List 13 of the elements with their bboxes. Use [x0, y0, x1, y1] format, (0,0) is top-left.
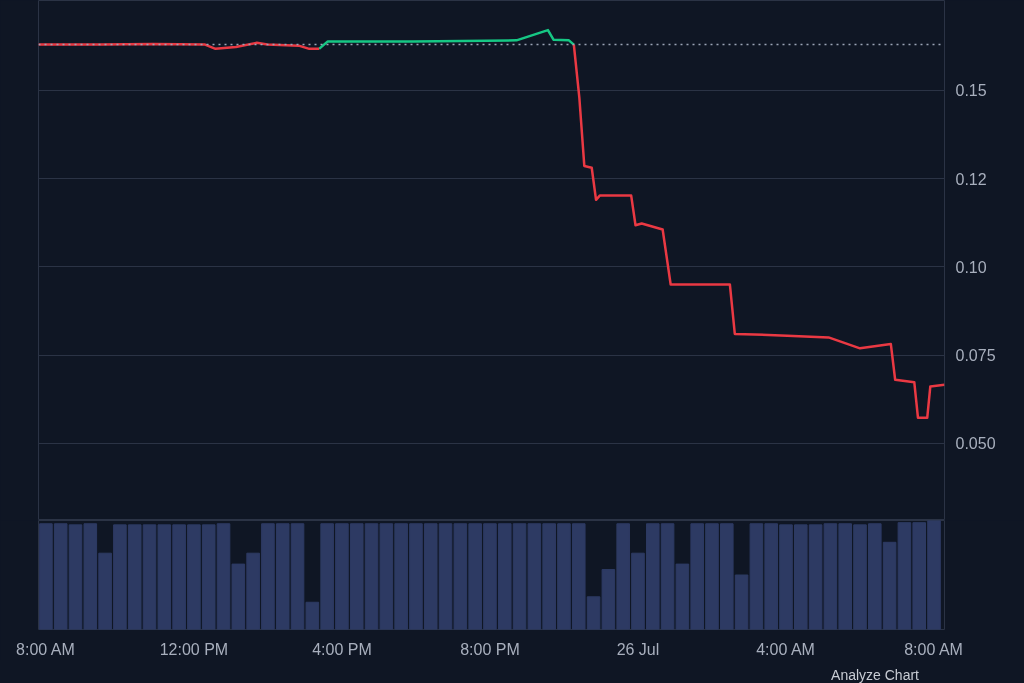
x-tick-label: 4:00 AM — [756, 640, 815, 658]
x-tick-label: 4:00 PM — [312, 640, 372, 658]
y-tick-label: 0.075 — [955, 347, 996, 365]
y-tick-label: 0.15 — [955, 82, 987, 100]
y-tick-label: 0.050 — [955, 435, 996, 453]
x-tick-label: 8:00 AM — [16, 640, 75, 658]
y-tick-label: 0.10 — [955, 258, 987, 276]
x-tick-label: 12:00 PM — [159, 640, 229, 658]
text: Analyze Chart — [831, 666, 919, 683]
x-tick-label: 8:00 PM — [460, 640, 520, 658]
x-tick-label: 8:00 AM — [904, 640, 963, 658]
x-tick-label: 26 Jul — [616, 640, 660, 658]
y-tick-label: 0.12 — [955, 170, 987, 188]
